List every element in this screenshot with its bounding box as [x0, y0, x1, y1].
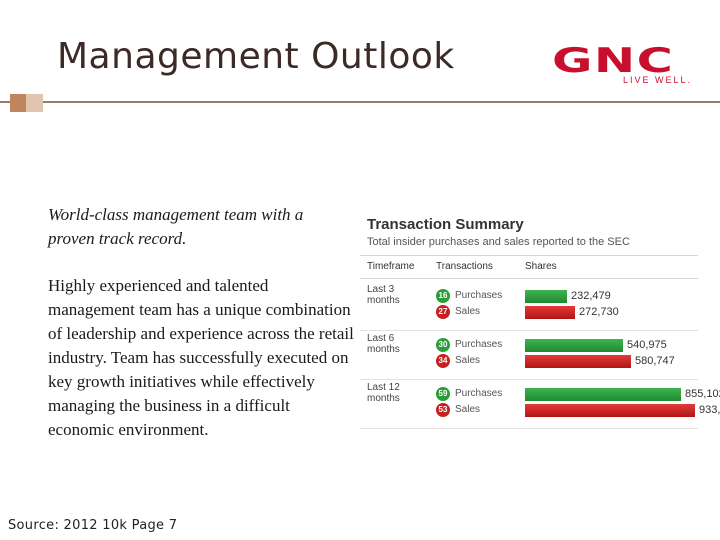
- ts-purchases-label: Purchases: [455, 339, 503, 350]
- ts-row: Last 6 months 30 Purchases 540,975 34 Sales 58…: [360, 330, 698, 380]
- ts-sales-shares-value: 933,677: [699, 404, 720, 416]
- ts-purchases-count-badge: 30: [436, 338, 450, 352]
- ts-purchases-shares-bar: [525, 290, 567, 303]
- ts-sales-count-badge: 27: [436, 305, 450, 319]
- ts-sales-count-badge: 34: [436, 354, 450, 368]
- ts-sales-shares-value: 580,747: [635, 355, 675, 367]
- source-note: Source: 2012 10k Page 7: [8, 518, 178, 533]
- ts-sales-shares-bar: [525, 404, 695, 417]
- gnc-logo: GNC LIVE WELL.: [552, 41, 692, 85]
- ts-sales-label: Sales: [455, 355, 481, 366]
- intro-paragraph: World-class management team with a prove…: [48, 205, 304, 248]
- ts-subtitle: Total insider purchases and sales report…: [367, 236, 630, 248]
- transaction-summary-panel: Transaction Summary Total insider purcha…: [360, 214, 720, 429]
- ts-purchases-shares-value: 540,975: [627, 339, 667, 351]
- detail-paragraph: Highly experienced and talented manageme…: [48, 276, 354, 439]
- ts-row: Last 12 months 59 Purchases 855,102 53 Sales 9…: [360, 379, 720, 429]
- ts-purchases-count-badge: 16: [436, 289, 450, 303]
- ts-purchases-label: Purchases: [455, 388, 503, 399]
- ts-header-shares: Shares: [525, 261, 557, 272]
- ts-timeframe: Last 12 months: [367, 382, 400, 404]
- logo-tagline: LIVE WELL.: [622, 75, 692, 85]
- ts-sales-count-badge: 53: [436, 403, 450, 417]
- ts-purchases-shares-value: 232,479: [571, 290, 611, 302]
- logo-wordmark: GNC: [552, 41, 675, 81]
- ts-row: Last 3 months 16 Purchases 232,479 27 Sales 27…: [360, 281, 698, 331]
- ts-sales-label: Sales: [455, 404, 481, 415]
- ts-sales-shares-value: 272,730: [579, 306, 619, 318]
- ts-purchases-shares-bar: [525, 339, 623, 352]
- ts-purchases-shares-value: 855,102: [685, 388, 720, 400]
- ts-timeframe: Last 6 months: [367, 333, 400, 355]
- ts-purchases-count-badge: 59: [436, 387, 450, 401]
- title-divider: [0, 101, 720, 103]
- ts-sales-shares-bar: [525, 306, 575, 319]
- ts-purchases-label: Purchases: [455, 290, 503, 301]
- slide-title: Management Outlook: [57, 36, 455, 77]
- ts-header-transactions: Transactions: [436, 261, 493, 272]
- ts-header-timeframe: Timeframe: [367, 261, 415, 272]
- ts-header-row: Timeframe Transactions Shares: [360, 255, 698, 279]
- ts-sales-shares-bar: [525, 355, 631, 368]
- accent-square-light: [26, 94, 43, 112]
- ts-timeframe: Last 3 months: [367, 284, 400, 306]
- accent-square-dark: [10, 94, 27, 112]
- ts-purchases-shares-bar: [525, 388, 681, 401]
- ts-title: Transaction Summary: [367, 216, 524, 233]
- ts-sales-label: Sales: [455, 306, 481, 317]
